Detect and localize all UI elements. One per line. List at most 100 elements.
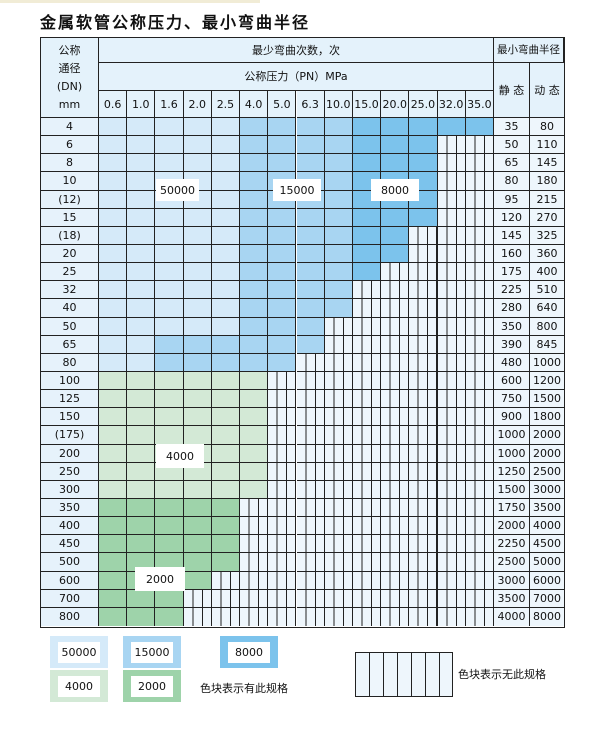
spec-cell-8000 <box>352 245 382 264</box>
spec-cell-4000 <box>127 426 156 445</box>
spec-cell-unavailable <box>437 408 466 427</box>
pressure-column-header: 6.3 <box>296 91 325 118</box>
spec-cell-4000 <box>211 462 241 481</box>
dn-header-line: 通径 <box>58 61 81 75</box>
spec-cell-unavailable <box>437 372 466 391</box>
spec-cell-unavailable <box>381 535 410 554</box>
spec-cell-50000 <box>211 172 241 191</box>
spec-cell-50000 <box>155 208 184 227</box>
static-radius-cell: 95 <box>494 190 530 209</box>
spec-cell-unavailable <box>465 426 494 445</box>
spec-cell-50000 <box>183 263 212 282</box>
zone-label-50000: 50000 <box>156 179 199 201</box>
spec-cell-15000 <box>240 353 269 372</box>
spec-cell-50000 <box>155 317 184 336</box>
spec-cell-15000 <box>268 118 297 137</box>
spec-cell-4000 <box>183 480 212 499</box>
spec-cell-unavailable <box>296 426 325 445</box>
spec-cell-unavailable <box>409 589 438 608</box>
spec-cell-15000 <box>240 281 269 300</box>
dynamic-radius-cell: 845 <box>530 335 564 354</box>
spec-cell-unavailable <box>352 571 382 590</box>
dynamic-header: 动 态 <box>530 63 564 118</box>
spec-cell-unavailable <box>352 517 382 536</box>
spec-cell-2000 <box>211 517 241 536</box>
spec-cell-unavailable <box>465 245 494 264</box>
dn-cell: 700 <box>41 589 99 608</box>
spec-cell-2000 <box>99 535 128 554</box>
spec-cell-unavailable <box>240 553 269 572</box>
spec-cell-2000 <box>99 517 128 536</box>
spec-cell-15000 <box>155 335 184 354</box>
dynamic-radius-cell: 1000 <box>530 353 564 372</box>
spec-cell-unavailable <box>409 480 438 499</box>
spec-cell-unavailable <box>352 390 382 409</box>
spec-cell-15000 <box>296 118 325 137</box>
spec-cell-unavailable <box>268 444 297 463</box>
spec-cell-50000 <box>99 245 128 264</box>
spec-cell-unavailable <box>352 607 382 626</box>
spec-cell-unavailable <box>183 607 212 626</box>
spec-cell-15000 <box>268 317 297 336</box>
spec-cell-unavailable <box>352 553 382 572</box>
spec-cell-unavailable <box>437 136 466 155</box>
spec-cell-unavailable <box>437 226 466 245</box>
zone-label-8000: 8000 <box>371 179 419 201</box>
spec-cell-unavailable <box>437 317 466 336</box>
spec-cell-unavailable <box>465 372 494 391</box>
spec-cell-15000 <box>268 245 297 264</box>
spec-cell-50000 <box>99 317 128 336</box>
dn-cell: 8 <box>41 154 99 173</box>
spec-cell-unavailable <box>381 553 410 572</box>
spec-cell-unavailable <box>268 589 297 608</box>
spec-cell-unavailable <box>409 607 438 626</box>
spec-cell-4000 <box>183 390 212 409</box>
spec-cell-50000 <box>183 299 212 318</box>
spec-cell-unavailable <box>381 390 410 409</box>
static-radius-cell: 1000 <box>494 426 530 445</box>
static-radius-cell: 1500 <box>494 480 530 499</box>
spec-cell-unavailable <box>211 571 241 590</box>
static-radius-cell: 350 <box>494 317 530 336</box>
spec-cell-15000 <box>211 353 241 372</box>
dn-cell: 4 <box>41 118 99 137</box>
spec-cell-2000 <box>99 553 128 572</box>
spec-cell-50000 <box>99 353 128 372</box>
spec-cell-4000 <box>127 444 156 463</box>
spec-cell-15000 <box>240 136 269 155</box>
spec-cell-unavailable <box>409 390 438 409</box>
dynamic-radius-cell: 3500 <box>530 499 564 518</box>
spec-cell-4000 <box>240 462 269 481</box>
dn-cell: 15 <box>41 208 99 227</box>
spec-cell-15000 <box>268 281 297 300</box>
spec-cell-2000 <box>127 535 156 554</box>
static-radius-cell: 2250 <box>494 535 530 554</box>
spec-cell-unavailable <box>437 281 466 300</box>
spec-cell-unavailable <box>465 517 494 536</box>
legend-label: 15000 <box>131 641 173 663</box>
dn-cell: (12) <box>41 190 99 209</box>
static-radius-cell: 175 <box>494 263 530 282</box>
spec-cell-15000 <box>296 226 325 245</box>
spec-cell-unavailable <box>437 553 466 572</box>
spec-cell-unavailable <box>352 372 382 391</box>
radius-header: 最小弯曲半径 <box>494 38 564 63</box>
spec-cell-50000 <box>127 299 156 318</box>
spec-cell-unavailable <box>240 499 269 518</box>
spec-cell-50000 <box>183 317 212 336</box>
spec-cell-8000 <box>381 208 410 227</box>
spec-cell-4000 <box>127 390 156 409</box>
legend-4000: 4000 <box>50 670 108 702</box>
dn-cell: (18) <box>41 226 99 245</box>
spec-cell-15000 <box>268 136 297 155</box>
spec-cell-unavailable <box>465 535 494 554</box>
spec-cell-15000 <box>240 263 269 282</box>
spec-cell-8000 <box>352 263 382 282</box>
spec-cell-unavailable <box>268 499 297 518</box>
spec-cell-unavailable <box>409 462 438 481</box>
spec-cell-50000 <box>127 353 156 372</box>
spec-cell-unavailable <box>352 408 382 427</box>
dn-cell: 80 <box>41 353 99 372</box>
spec-cell-50000 <box>211 299 241 318</box>
spec-cell-unavailable <box>211 589 241 608</box>
